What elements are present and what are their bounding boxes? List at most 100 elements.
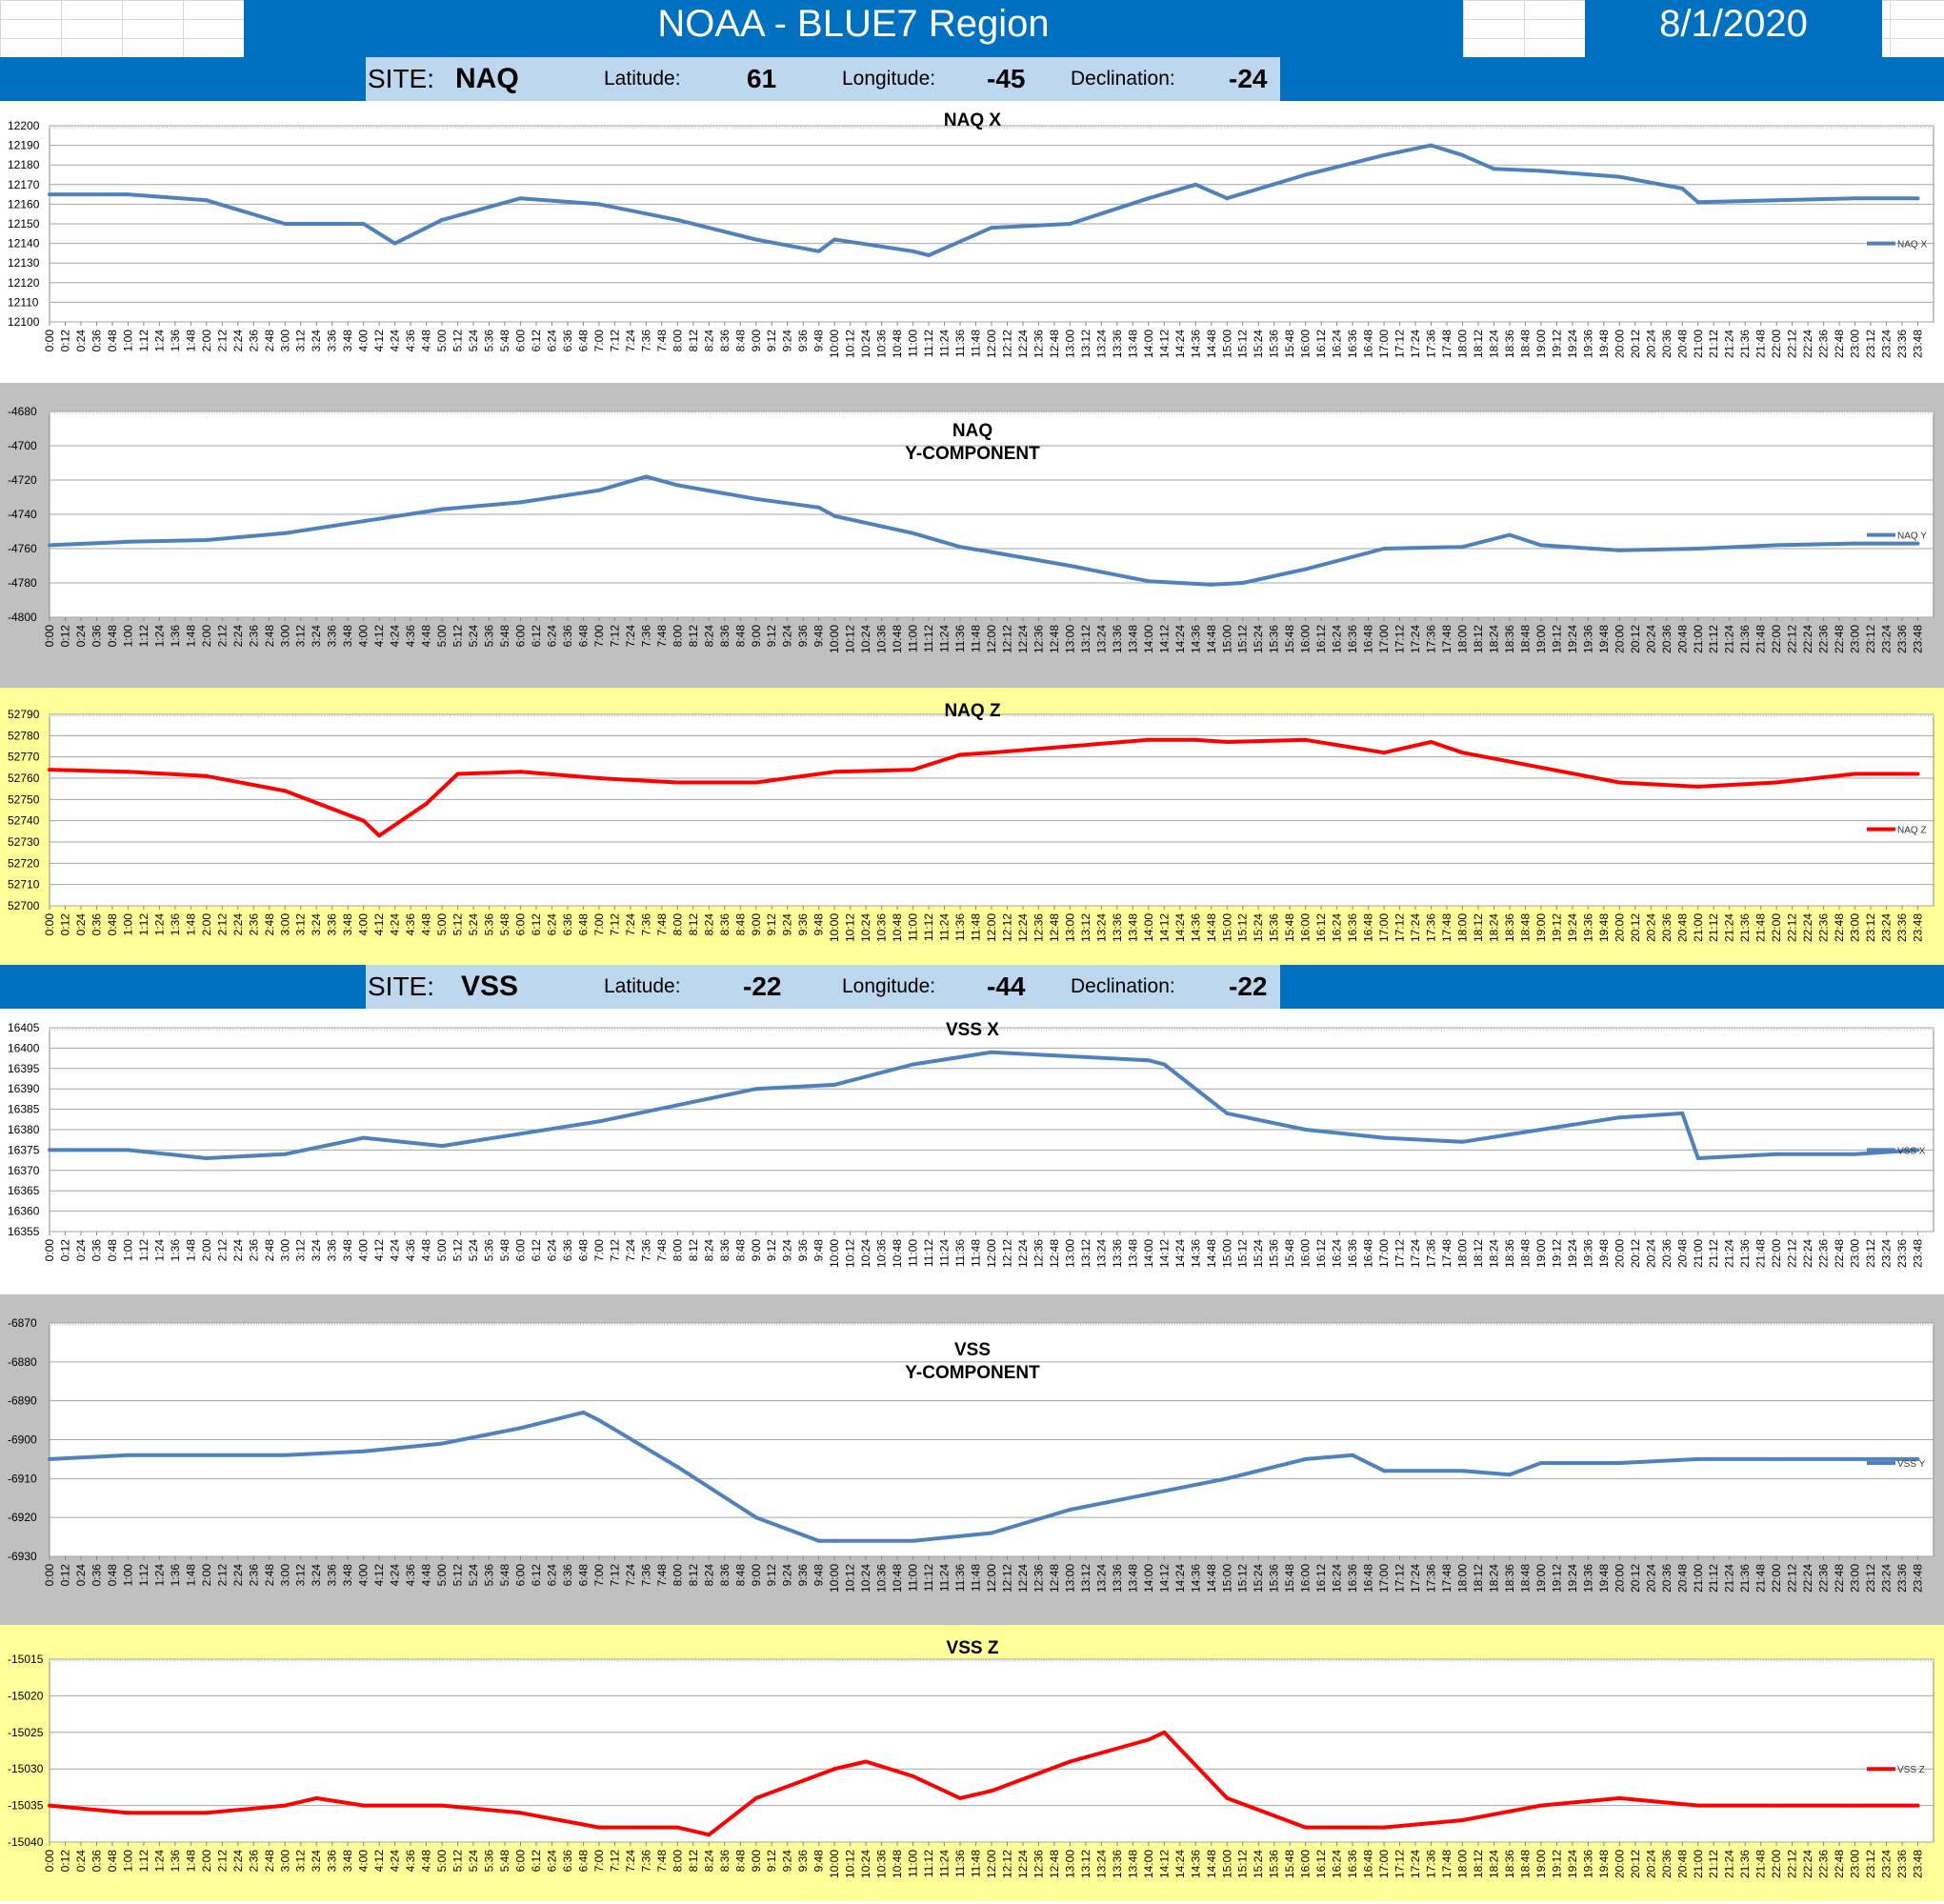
data-point bbox=[753, 237, 758, 242]
x-tick-label: 10:48 bbox=[891, 1239, 904, 1268]
x-tick-label: 16:24 bbox=[1331, 625, 1344, 653]
x-tick-label: 0:48 bbox=[106, 330, 119, 352]
x-tick-label: 19:48 bbox=[1597, 913, 1611, 942]
x-tick-label: 14:24 bbox=[1173, 625, 1187, 653]
x-tick-label: 15:48 bbox=[1283, 625, 1296, 653]
x-tick-label: 22:36 bbox=[1817, 913, 1831, 942]
x-tick-label: 6:24 bbox=[545, 1564, 558, 1587]
x-tick-label: 1:24 bbox=[152, 913, 166, 936]
data-point bbox=[596, 776, 601, 780]
x-tick-label: 16:24 bbox=[1331, 1564, 1344, 1593]
x-tick-label: 1:36 bbox=[169, 625, 182, 648]
x-tick-label: 9:24 bbox=[781, 625, 794, 648]
x-tick-label: 15:00 bbox=[1220, 1239, 1233, 1268]
x-tick-label: 22:24 bbox=[1801, 1564, 1814, 1593]
data-point bbox=[1382, 152, 1387, 157]
x-tick-label: 21:00 bbox=[1692, 330, 1705, 358]
x-tick-label: 15:24 bbox=[1252, 1239, 1265, 1268]
x-tick-label: 18:36 bbox=[1503, 330, 1516, 358]
x-tick-label: 3:24 bbox=[310, 1564, 323, 1587]
x-tick-label: 23:48 bbox=[1912, 330, 1925, 358]
x-tick-label: 12:12 bbox=[1000, 1564, 1013, 1593]
x-tick-label: 16:36 bbox=[1346, 1239, 1359, 1268]
x-tick-label: 6:12 bbox=[530, 625, 543, 648]
data-point bbox=[424, 801, 429, 806]
x-tick-label: 7:12 bbox=[608, 913, 621, 936]
x-tick-label: 5:48 bbox=[498, 625, 511, 648]
site-info-bar-vss: SITE: VSS Latitude: -22 Longitude: -44 D… bbox=[0, 965, 1944, 1009]
latitude-value: 61 bbox=[747, 64, 777, 93]
data-point bbox=[1303, 567, 1308, 571]
x-tick-label: 17:00 bbox=[1377, 913, 1391, 942]
y-tick-label: 16400 bbox=[8, 1041, 40, 1054]
data-point bbox=[832, 1082, 837, 1087]
x-tick-label: 23:36 bbox=[1895, 330, 1909, 358]
x-tick-label: 18:24 bbox=[1487, 913, 1500, 942]
data-point bbox=[990, 1050, 993, 1054]
x-tick-label: 14:00 bbox=[1142, 1239, 1155, 1268]
x-tick-label: 0:00 bbox=[43, 1564, 56, 1587]
data-point bbox=[644, 474, 649, 479]
x-tick-label: 9:48 bbox=[812, 1239, 826, 1262]
x-tick-label: 16:48 bbox=[1362, 1564, 1375, 1593]
chart-svg: 52700 52710 52720 52730 52740 52750 52760 52770… bbox=[0, 688, 1944, 965]
site-code: VSS bbox=[461, 971, 519, 1002]
x-tick-label: 12:36 bbox=[1032, 913, 1045, 942]
x-tick-label: 2:36 bbox=[247, 330, 260, 352]
x-tick-label: 17:12 bbox=[1393, 1239, 1407, 1268]
data-point bbox=[1695, 547, 1700, 551]
x-tick-label: 11:24 bbox=[938, 913, 952, 941]
x-tick-label: 21:12 bbox=[1707, 1239, 1720, 1268]
x-tick-label: 10:00 bbox=[828, 1564, 841, 1593]
x-tick-label: 7:00 bbox=[592, 330, 606, 352]
x-tick-label: 19:12 bbox=[1550, 1564, 1563, 1593]
site-info-box: SITE: NAQ Latitude: 61 Longitude: -45 De… bbox=[366, 57, 1280, 101]
data-point bbox=[1915, 541, 1920, 546]
x-tick-label: 7:12 bbox=[608, 1239, 621, 1262]
y-tick-label: 52730 bbox=[8, 835, 40, 849]
site-code: NAQ bbox=[455, 63, 519, 94]
x-tick-label: 20:00 bbox=[1613, 913, 1626, 942]
x-tick-label: 22:12 bbox=[1786, 330, 1799, 358]
x-tick-label: 8:12 bbox=[687, 625, 700, 648]
x-tick-label: 20:12 bbox=[1629, 913, 1642, 942]
x-tick-label: 19:12 bbox=[1550, 330, 1563, 358]
x-tick-label: 23:00 bbox=[1849, 913, 1862, 942]
site-label: SITE: bbox=[368, 64, 435, 93]
x-tick-label: 5:48 bbox=[498, 1239, 511, 1262]
x-tick-label: 5:12 bbox=[451, 625, 465, 648]
x-tick-label: 11:36 bbox=[953, 913, 967, 941]
x-tick-label: 0:12 bbox=[58, 913, 71, 936]
x-tick-label: 15:48 bbox=[1283, 330, 1296, 358]
data-point bbox=[518, 196, 523, 201]
x-tick-label: 0:36 bbox=[90, 625, 103, 648]
x-tick-label: 10:48 bbox=[891, 330, 904, 358]
x-tick-label: 3:12 bbox=[294, 1239, 308, 1262]
data-point bbox=[1617, 548, 1622, 552]
series-line bbox=[49, 474, 1918, 587]
x-tick-label: 7:12 bbox=[608, 330, 621, 352]
x-tick-label: 15:12 bbox=[1236, 625, 1250, 653]
y-tick-label: 16360 bbox=[8, 1205, 40, 1218]
x-tick-label: 9:24 bbox=[781, 1239, 794, 1262]
x-tick-label: 17:12 bbox=[1393, 625, 1407, 653]
y-tick-label: 12190 bbox=[8, 139, 40, 152]
y-tick-label: 16390 bbox=[8, 1082, 40, 1095]
x-tick-label: 19:00 bbox=[1534, 913, 1548, 942]
x-tick-label: 14:00 bbox=[1142, 1564, 1155, 1593]
x-tick-label: 4:24 bbox=[389, 625, 402, 648]
data-point bbox=[1382, 547, 1387, 551]
x-tick-label: 23:24 bbox=[1880, 1564, 1894, 1593]
x-tick-label: 17:48 bbox=[1440, 913, 1453, 942]
x-tick-label: 23:24 bbox=[1880, 330, 1894, 358]
x-tick-label: 14:00 bbox=[1142, 625, 1155, 653]
data-point bbox=[204, 538, 209, 542]
data-point bbox=[1209, 582, 1213, 587]
x-tick-label: 12:24 bbox=[1016, 913, 1030, 942]
y-tick-label: -6930 bbox=[8, 1550, 37, 1563]
x-tick-label: 11:36 bbox=[953, 330, 967, 357]
x-tick-label: 6:00 bbox=[514, 1239, 528, 1262]
data-point bbox=[518, 1132, 523, 1136]
x-tick-label: 3:36 bbox=[326, 913, 339, 936]
